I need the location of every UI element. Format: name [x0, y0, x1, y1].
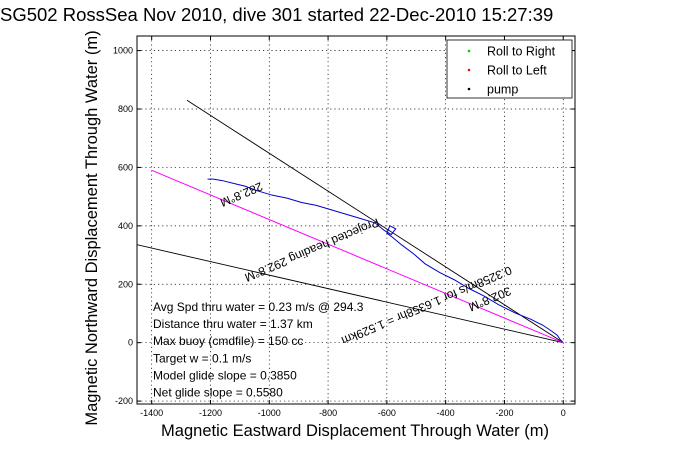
- stat-line: Net glide slope = 0.5580: [153, 386, 283, 400]
- y-tick-label: 600: [118, 162, 133, 172]
- y-tick-label: 400: [118, 221, 133, 231]
- x-tick-label: -1200: [199, 408, 222, 418]
- series-line-0: [207, 178, 564, 344]
- legend-marker: [467, 87, 471, 91]
- reference-lines: [137, 99, 564, 344]
- stat-line: Max buoy (cmdfile) = 150 cc: [153, 334, 303, 348]
- x-tick-label: -200: [495, 408, 513, 418]
- legend-box: [446, 39, 573, 99]
- stat-line: Distance thru water = 1.37 km: [153, 317, 313, 331]
- x-tick-label: -400: [437, 408, 455, 418]
- reference-line: [186, 99, 564, 344]
- legend-marker: [467, 49, 471, 53]
- grid: [137, 36, 575, 404]
- y-axis-label: Magnetic Northward Displacement Through …: [83, 30, 101, 425]
- x-axis-label: Magnetic Eastward Displacement Through W…: [161, 422, 549, 440]
- y-tick-label: 0: [128, 338, 133, 348]
- stat-line: Model glide slope = 0.3850: [153, 368, 297, 382]
- legend-marker: [467, 68, 471, 72]
- x-tick-label: -600: [378, 408, 396, 418]
- y-tick-label: 200: [118, 279, 133, 289]
- legend-label: pump: [487, 83, 518, 97]
- y-tick-label: 800: [118, 104, 133, 114]
- stat-line: Target w = 0.1 m/s: [153, 351, 251, 365]
- chart-title: SG502 RossSea Nov 2010, dive 301 started…: [0, 4, 553, 25]
- plot-area: -1400 -1200 -1000 -800 -600 -400 -200 0 -200 0 20…: [113, 35, 576, 418]
- x-tick-label: -1000: [258, 408, 281, 418]
- y-tick-label: 1000: [113, 46, 133, 56]
- x-axis-ticks: -1400 -1200 -1000 -800 -600 -400 -200 0: [140, 36, 566, 418]
- x-tick-label: 0: [561, 408, 566, 418]
- series-group: [151, 169, 564, 344]
- legend-label: Roll to Left: [487, 64, 547, 78]
- legend: Roll to Right Roll to Left pump: [446, 39, 573, 99]
- y-tick-label: -200: [115, 396, 133, 406]
- reference-line: [137, 244, 564, 344]
- legend-label: Roll to Right: [487, 45, 556, 59]
- stats-block: Avg Spd thru water = 0.23 m/s @ 294.3 Dis…: [153, 300, 364, 400]
- y-axis-ticks: -200 0 200 400 600 800 1000: [113, 46, 575, 406]
- stat-line: Avg Spd thru water = 0.23 m/s @ 294.3: [153, 300, 364, 314]
- x-tick-label: -800: [319, 408, 337, 418]
- x-tick-label: -1400: [140, 408, 163, 418]
- series-line-1: [151, 169, 564, 344]
